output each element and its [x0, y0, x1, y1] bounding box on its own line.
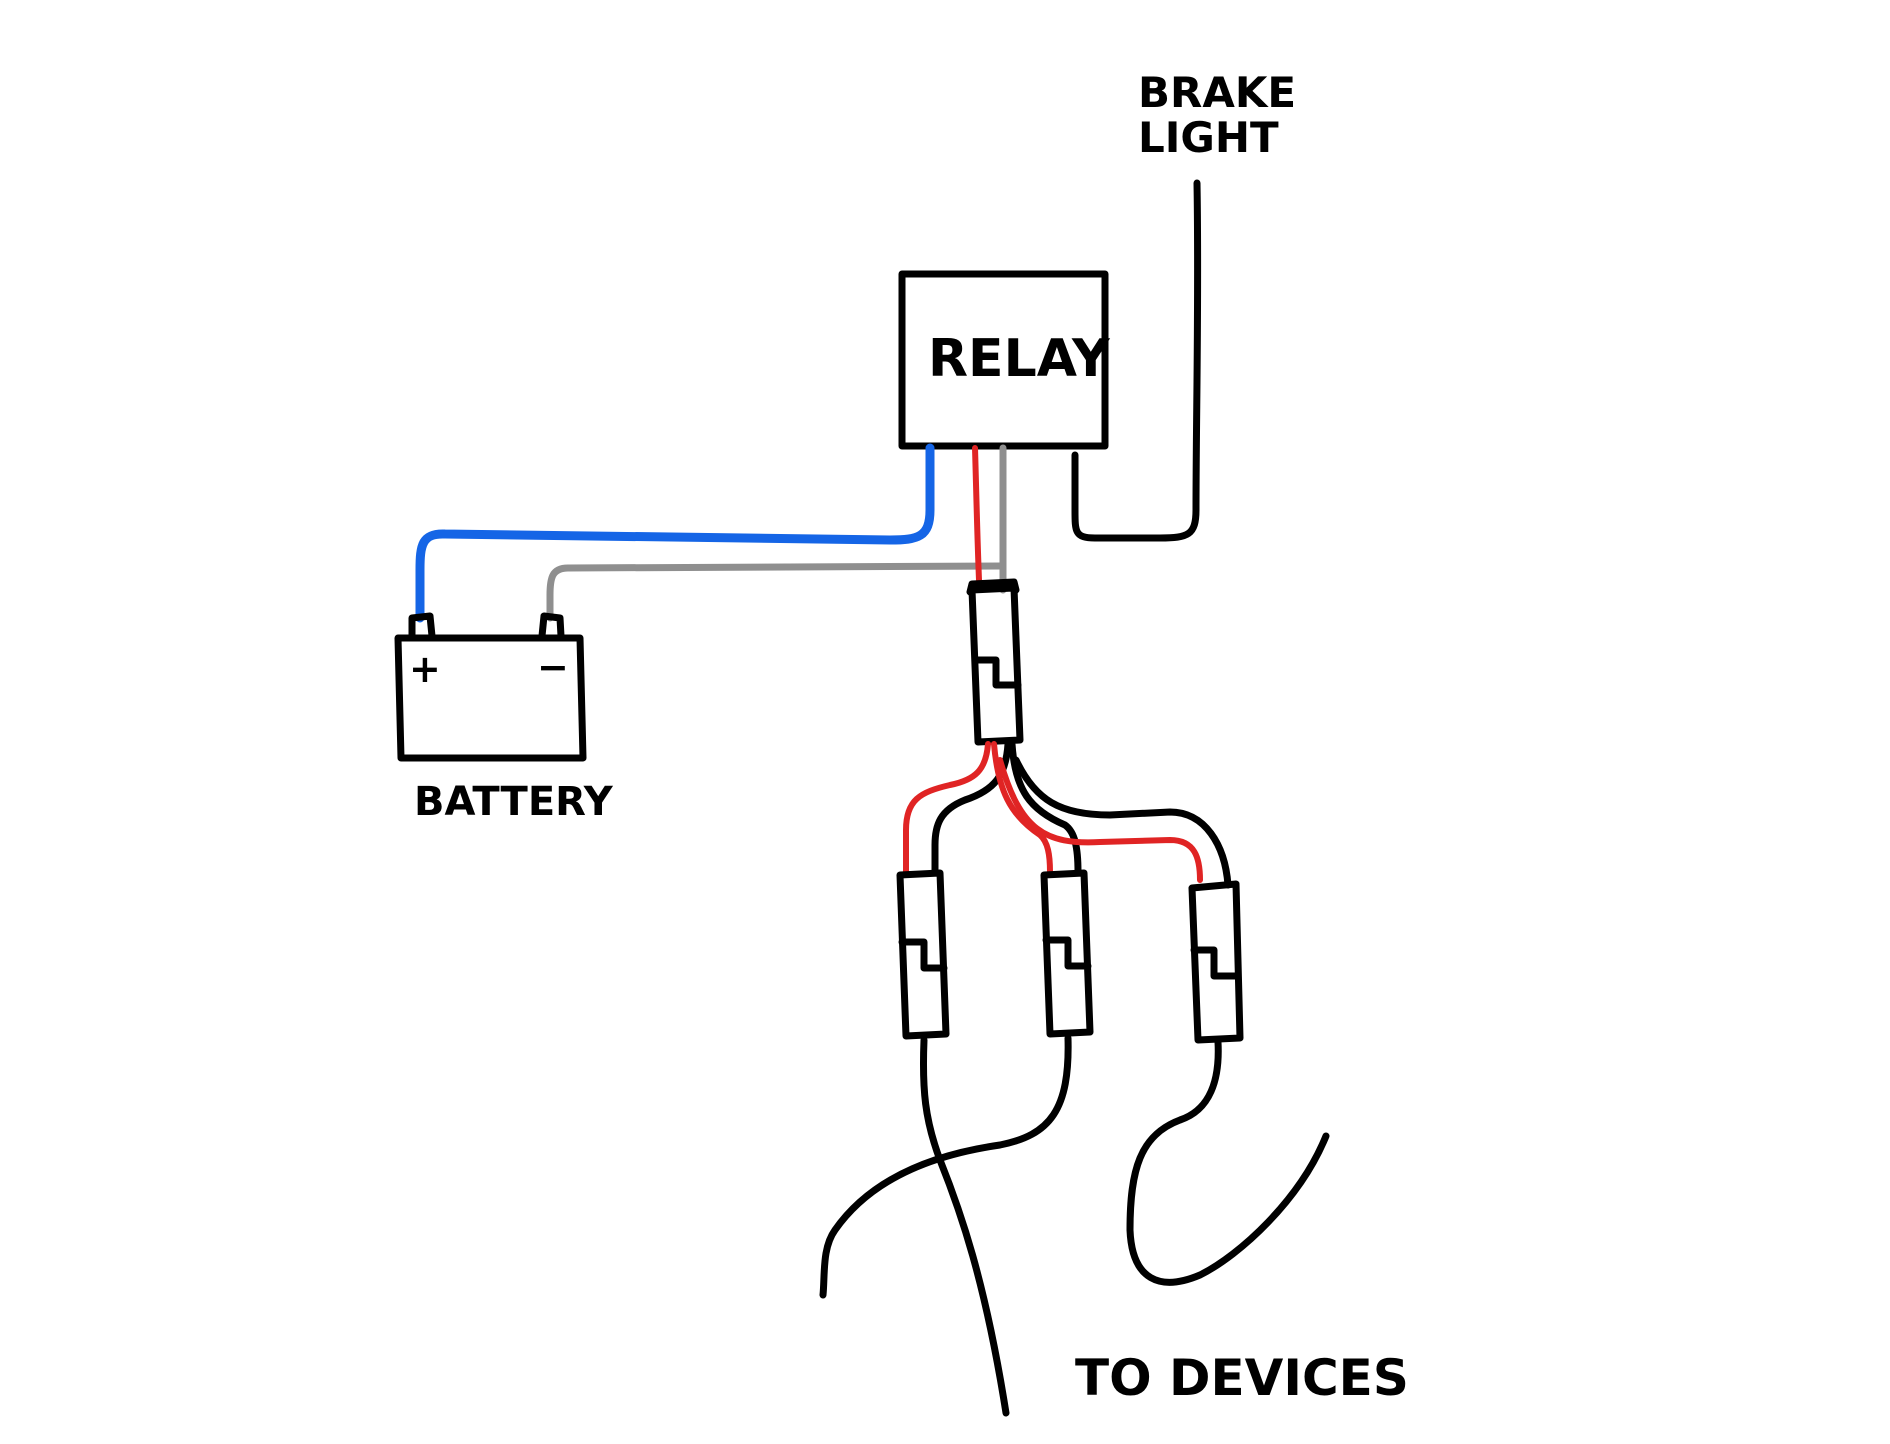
fuse-holder-3: [1188, 880, 1244, 1044]
main-fuse-element: [971, 656, 1022, 689]
main-fuse-holder: [968, 584, 1024, 746]
positive-wire: [415, 443, 935, 623]
brake-light-label-line1: BRAKE: [1138, 68, 1296, 117]
main-fuse-cap: [966, 578, 1020, 596]
battery-negative-terminal: [538, 612, 565, 640]
branch-power-wire-2: [991, 741, 1053, 875]
brake-light-label-line2: LIGHT: [1138, 113, 1279, 162]
device-wire-1: [919, 1036, 1010, 1417]
branch-power-wire-1: [903, 741, 991, 875]
fuse-element-2: [1042, 936, 1092, 970]
battery-body: [394, 634, 587, 762]
battery-negative-mark: −: [537, 645, 569, 689]
fuse-holder-2: [1040, 869, 1094, 1038]
device-wire-3: [1126, 1038, 1330, 1286]
fuse-element-3: [1190, 946, 1242, 980]
device-wire-2: [819, 1034, 1072, 1299]
relay-output-wire: [972, 445, 982, 583]
ground-wire-to-battery: [546, 562, 1007, 622]
battery-positive-mark: +: [409, 647, 441, 691]
brake-light-wire: [1071, 179, 1202, 542]
to-devices-label: TO DEVICES: [1075, 1349, 1409, 1407]
fuse-holder-1: [896, 869, 950, 1040]
branch-ground-wire-3: [1012, 756, 1232, 889]
relay-label: RELAY: [928, 329, 1111, 389]
battery-positive-terminal: [408, 612, 436, 642]
branch-ground-wire-2: [1008, 740, 1082, 876]
battery-label: BATTERY: [414, 779, 614, 825]
branch-power-wire-3: [997, 757, 1203, 883]
fuse-element-1: [898, 938, 948, 972]
